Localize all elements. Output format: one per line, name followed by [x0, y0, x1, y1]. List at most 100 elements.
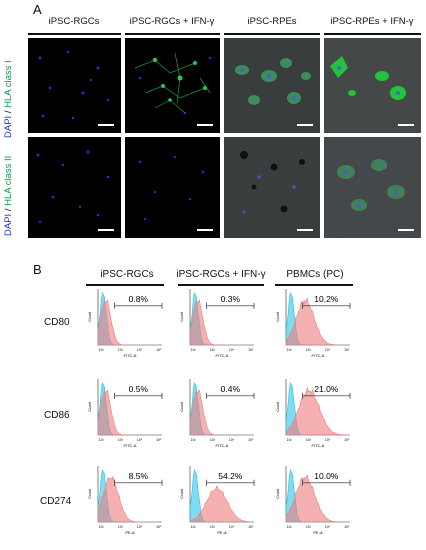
x-tick-label: 10⁵: [156, 438, 162, 442]
col-head-a-4: iPSC-RPEs + IFN-γ: [330, 16, 414, 27]
col-underline-a-2: [125, 33, 220, 35]
y-axis-label: Count: [88, 489, 92, 498]
col-head-a-3: iPSC-RPEs: [247, 16, 297, 27]
x-tick-label: 10⁵: [156, 525, 162, 529]
gate-percentage: 10.2%: [314, 294, 339, 304]
gate-percentage: 0.3%: [221, 294, 241, 304]
x-tick-label: 10³: [210, 438, 216, 442]
gate-percentage: 0.4%: [221, 384, 241, 394]
gate-line: [114, 479, 163, 486]
gate-line: [206, 302, 255, 309]
x-tick-label: 10⁵: [248, 438, 254, 442]
y-axis-label: Count: [276, 312, 280, 321]
x-tick-label: 10³: [210, 348, 216, 352]
x-tick-label: 10²: [287, 525, 293, 529]
x-tick-label: 10⁴: [229, 438, 235, 442]
gate-line: [206, 479, 255, 486]
x-axis-label: FITC-A: [312, 443, 325, 448]
x-axis-label: FITC-A: [124, 443, 137, 448]
col-underline-a-1: [28, 33, 121, 35]
flow-histogram-cd86-3: 21.0% Count 10² 10³ 10⁴ 10⁵ FITC-A: [276, 375, 354, 453]
x-tick-label: 10⁵: [156, 348, 162, 352]
stained-histogram: [189, 485, 255, 523]
flow-histogram-cd274-1: 8.5% Count 10² 10³ 10⁴ 10⁵ PE-A: [88, 462, 166, 540]
x-tick-label: 10³: [118, 438, 124, 442]
x-axis-label: FITC-A: [216, 443, 229, 448]
x-tick-label: 10⁴: [137, 525, 143, 529]
x-tick-label: 10³: [306, 348, 312, 352]
x-tick-label: 10²: [191, 438, 197, 442]
x-tick-label: 10⁴: [325, 438, 331, 442]
marker-cd86: CD86: [44, 410, 70, 421]
x-tick-label: 10⁴: [137, 438, 143, 442]
micrograph-rgc-hla-i: [28, 38, 121, 133]
x-tick-label: 10⁴: [325, 348, 331, 352]
x-tick-label: 10⁵: [344, 525, 350, 529]
stained-histogram: [97, 389, 162, 436]
gate-percentage: 8.5%: [129, 471, 149, 481]
flow-histogram-cd80-3: 10.2% Count 10² 10³ 10⁴ 10⁵ FITC-A: [276, 285, 354, 363]
x-tick-label: 10⁴: [229, 348, 235, 352]
x-tick-label: 10²: [99, 525, 105, 529]
gate-line: [302, 392, 351, 399]
gate-line: [206, 392, 255, 399]
micrograph-rpe-ifn-hla-ii: [324, 137, 421, 238]
x-axis-label: FITC-A: [124, 353, 137, 358]
micrograph-rpe-hla-ii: [224, 137, 320, 238]
gate-line: [114, 302, 163, 309]
flow-histogram-cd274-3: 10.0% Count 10² 10³ 10⁴ 10⁵ PE-A: [276, 462, 354, 540]
x-tick-label: 10⁴: [137, 348, 143, 352]
col-head-a-1: iPSC-RGCs: [48, 16, 100, 27]
flow-histogram-cd274-2: 54.2% Count 10² 10³ 10⁴ 10⁵ PE-A: [180, 462, 258, 540]
stained-histogram: [97, 475, 162, 523]
col-underline-b-2: [178, 284, 264, 286]
col-head-a-2: iPSC-RGCs + IFN-γ: [129, 16, 215, 27]
panel-a-label: A: [33, 2, 42, 17]
x-tick-label: 10⁴: [229, 525, 235, 529]
col-underline-a-4: [324, 33, 421, 35]
x-tick-label: 10⁴: [325, 525, 331, 529]
gate-percentage: 0.8%: [129, 294, 149, 304]
x-tick-label: 10²: [99, 438, 105, 442]
panel-b-label: B: [33, 262, 42, 277]
micrograph-rgc-ifn-hla-i: [125, 38, 220, 133]
x-tick-label: 10²: [191, 525, 197, 529]
x-tick-label: 10⁵: [344, 348, 350, 352]
stained-histogram: [189, 389, 254, 436]
flow-histogram-cd80-1: 0.8% Count 10² 10³ 10⁴ 10⁵ FITC-A: [88, 285, 166, 363]
col-underline-b-3: [275, 284, 353, 286]
y-axis-label: Count: [276, 402, 280, 411]
stained-histogram: [189, 299, 254, 346]
x-tick-label: 10⁵: [344, 438, 350, 442]
x-tick-label: 10³: [210, 525, 216, 529]
micrograph-rgc-hla-ii: [28, 137, 121, 238]
marker-cd274: CD274: [40, 496, 72, 507]
col-underline-a-3: [224, 33, 320, 35]
x-tick-label: 10³: [306, 525, 312, 529]
x-axis-label: PE-A: [217, 530, 227, 535]
x-tick-label: 10²: [287, 348, 293, 352]
x-axis-label: FITC-A: [312, 353, 325, 358]
x-tick-label: 10²: [99, 348, 105, 352]
y-axis-label: Count: [88, 402, 92, 411]
micrograph-rgc-ifn-hla-ii: [125, 137, 220, 238]
micrograph-rpe-hla-i: [224, 38, 320, 133]
x-tick-label: 10⁵: [248, 348, 254, 352]
y-axis-label: Count: [180, 312, 184, 321]
y-axis-label: Count: [180, 489, 184, 498]
gate-line: [114, 392, 163, 399]
gate-line: [302, 302, 351, 309]
col-underline-b-1: [86, 284, 164, 286]
stained-histogram: [285, 474, 350, 523]
flow-histogram-cd86-1: 0.5% Count 10² 10³ 10⁴ 10⁵ FITC-A: [88, 375, 166, 453]
gate-percentage: 10.0%: [314, 471, 339, 481]
x-tick-label: 10²: [287, 438, 293, 442]
col-head-b-2: iPSC-RGCs + IFN-γ: [176, 269, 266, 280]
stained-histogram: [285, 297, 350, 346]
x-tick-label: 10⁵: [248, 525, 254, 529]
marker-cd80: CD80: [44, 317, 70, 328]
stained-histogram: [285, 386, 350, 436]
y-axis-label: Count: [276, 489, 280, 498]
x-tick-label: 10³: [118, 348, 124, 352]
gate-percentage: 54.2%: [218, 471, 243, 481]
